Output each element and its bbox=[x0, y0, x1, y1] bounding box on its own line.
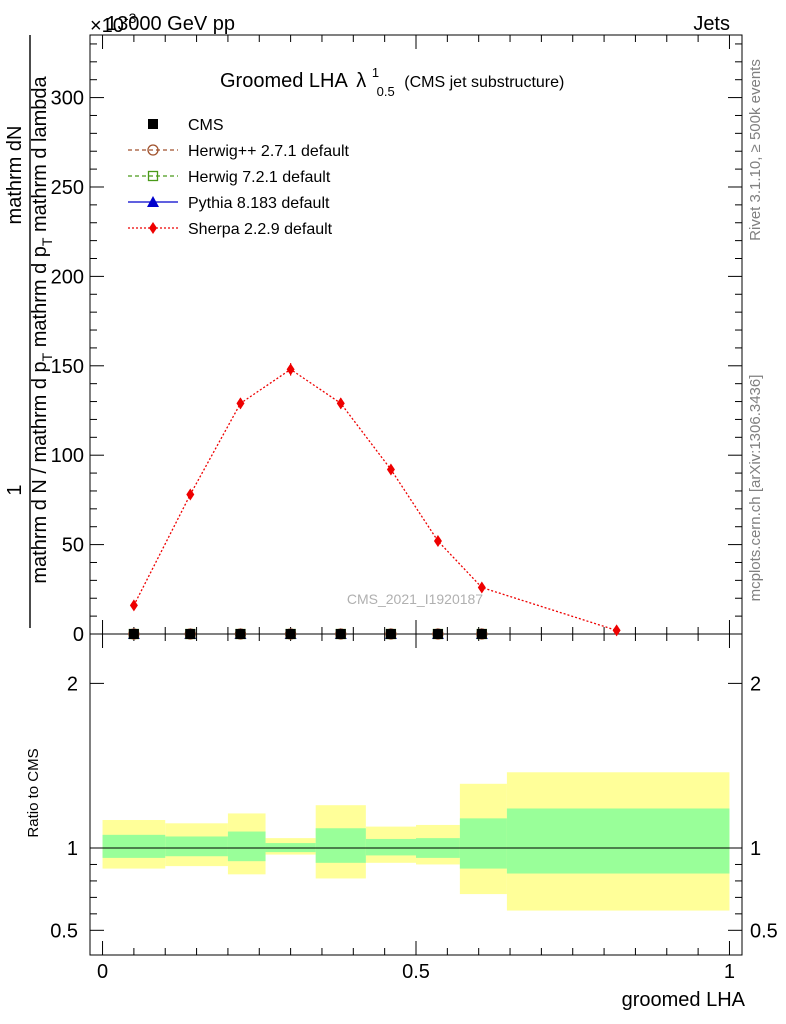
series-0-point-5 bbox=[385, 629, 396, 639]
rivet-label: Rivet 3.1.10, ≥ 500k events bbox=[747, 59, 764, 241]
legend-label-1: Herwig++ 2.7.1 default bbox=[188, 143, 350, 160]
legend-marker-3 bbox=[147, 196, 159, 207]
ylabel-numerator-one: 1 bbox=[4, 484, 26, 495]
ratio-band-inner-5 bbox=[365, 838, 416, 856]
series-0-point-4 bbox=[335, 629, 346, 639]
ratio-band-inner-7 bbox=[459, 818, 507, 869]
ylabel-den-post: mathrm d p bbox=[29, 246, 51, 353]
exponent-power: -3 bbox=[124, 10, 137, 26]
ratio-band-inner-0 bbox=[102, 834, 166, 858]
legend-label-4: Sherpa 2.2.9 default bbox=[188, 221, 333, 238]
sherpa-point-0 bbox=[129, 599, 138, 612]
data-series bbox=[127, 363, 621, 640]
sherpa-point-5 bbox=[386, 463, 395, 476]
chart-title: Groomed LHA λ 1 0.5 (CMS jet substructur… bbox=[220, 60, 564, 101]
legend-marker-0 bbox=[148, 119, 158, 129]
ylabel-den-sub2: T bbox=[39, 237, 55, 246]
ratio-bands bbox=[102, 772, 730, 911]
y-tick-label-1: 50 bbox=[62, 535, 84, 557]
legend-marker-2 bbox=[147, 170, 159, 182]
ratio-tick-label-0: 0.5 bbox=[50, 920, 78, 942]
y-tick-label-6: 300 bbox=[51, 88, 84, 110]
sherpa-point-2 bbox=[236, 397, 245, 410]
legend-marker-4 bbox=[149, 222, 157, 234]
ylabel-numerator: mathrm dN bbox=[4, 126, 26, 225]
ylabel-den-pre: mathrm d N / mathrm d p bbox=[29, 361, 51, 583]
y-tick-label-3: 150 bbox=[51, 356, 84, 378]
series-0-point-2 bbox=[235, 629, 246, 639]
exponent-base: ×10 bbox=[90, 15, 124, 37]
ratio-band-inner-4 bbox=[315, 828, 366, 863]
title-main: Groomed LHA bbox=[220, 70, 348, 92]
legend: CMS Herwig++ 2.7.1 default Herwig 7.2.1 de… bbox=[128, 117, 350, 238]
legend-label-2: Herwig 7.2.1 default bbox=[188, 169, 331, 186]
title-lambda: λ bbox=[356, 70, 366, 92]
ratio-tick-label-right-2: 2 bbox=[750, 673, 761, 695]
ratio-tick-label-1: 1 bbox=[67, 838, 78, 860]
header-left: 13000 GeV pp bbox=[106, 13, 235, 35]
series-0-point-3 bbox=[285, 629, 296, 639]
series-0-point-7 bbox=[476, 629, 487, 639]
exponent-label: ×10-3 bbox=[90, 10, 137, 37]
ratio-y-ticks: 0.5 0.5 1 1 2 2 bbox=[50, 673, 778, 942]
title-sup: 1 bbox=[372, 65, 379, 80]
sherpa-point-3 bbox=[286, 363, 295, 376]
x-tick-label-1: 0.5 bbox=[402, 961, 430, 983]
series-0-point-0 bbox=[128, 629, 139, 639]
y-tick-label-5: 250 bbox=[51, 177, 84, 199]
ratio-tick-label-2: 2 bbox=[67, 673, 78, 695]
ylabel-den-post2: mathrm d lambda bbox=[29, 75, 51, 237]
legend-marker-1 bbox=[147, 144, 159, 156]
x-axis-label: groomed LHA bbox=[622, 989, 746, 1011]
x-tick-label-0: 0 bbox=[97, 961, 108, 983]
ratio-tick-label-right-0: 0.5 bbox=[750, 920, 778, 942]
sherpa-point-8 bbox=[612, 624, 621, 637]
series-0-point-1 bbox=[185, 629, 196, 639]
mcplots-label: mcplots.cern.ch [arXiv:1306.3436] bbox=[747, 375, 764, 602]
title-suffix: (CMS jet substructure) bbox=[404, 74, 564, 91]
ratio-y-axis-label: Ratio to CMS bbox=[25, 748, 42, 837]
ratio-band-inner-1 bbox=[165, 836, 228, 857]
main-y-ticks: 0 50 100 150 200 250 300 bbox=[51, 43, 742, 646]
legend-label-3: Pythia 8.183 default bbox=[188, 195, 330, 212]
y-tick-label-0: 0 bbox=[73, 624, 84, 646]
sherpa-point-4 bbox=[336, 397, 345, 410]
y-axis-label: 1 mathrm dN mathrm d N / mathrm d pT mat… bbox=[4, 35, 55, 628]
x-tick-label-2: 1 bbox=[724, 961, 735, 983]
sherpa-point-7 bbox=[477, 581, 486, 594]
y-tick-label-2: 100 bbox=[51, 445, 84, 467]
ratio-tick-label-right-1: 1 bbox=[750, 838, 761, 860]
title-sub: 0.5 bbox=[377, 84, 395, 99]
ratio-band-inner-8 bbox=[506, 808, 730, 874]
ylabel-den-sub: T bbox=[39, 352, 55, 361]
ratio-band-inner-2 bbox=[227, 831, 266, 862]
ylabel-denominator: mathrm d N / mathrm d pT mathrm d pT mat… bbox=[29, 75, 55, 583]
series-0-point-6 bbox=[432, 629, 443, 639]
y-tick-label-4: 200 bbox=[51, 266, 84, 288]
legend-label-0: CMS bbox=[188, 117, 224, 134]
header-right: Jets bbox=[693, 13, 730, 35]
analysis-watermark: CMS_2021_I1920187 bbox=[347, 591, 483, 607]
sherpa-point-1 bbox=[186, 488, 195, 501]
sherpa-point-6 bbox=[433, 535, 442, 548]
